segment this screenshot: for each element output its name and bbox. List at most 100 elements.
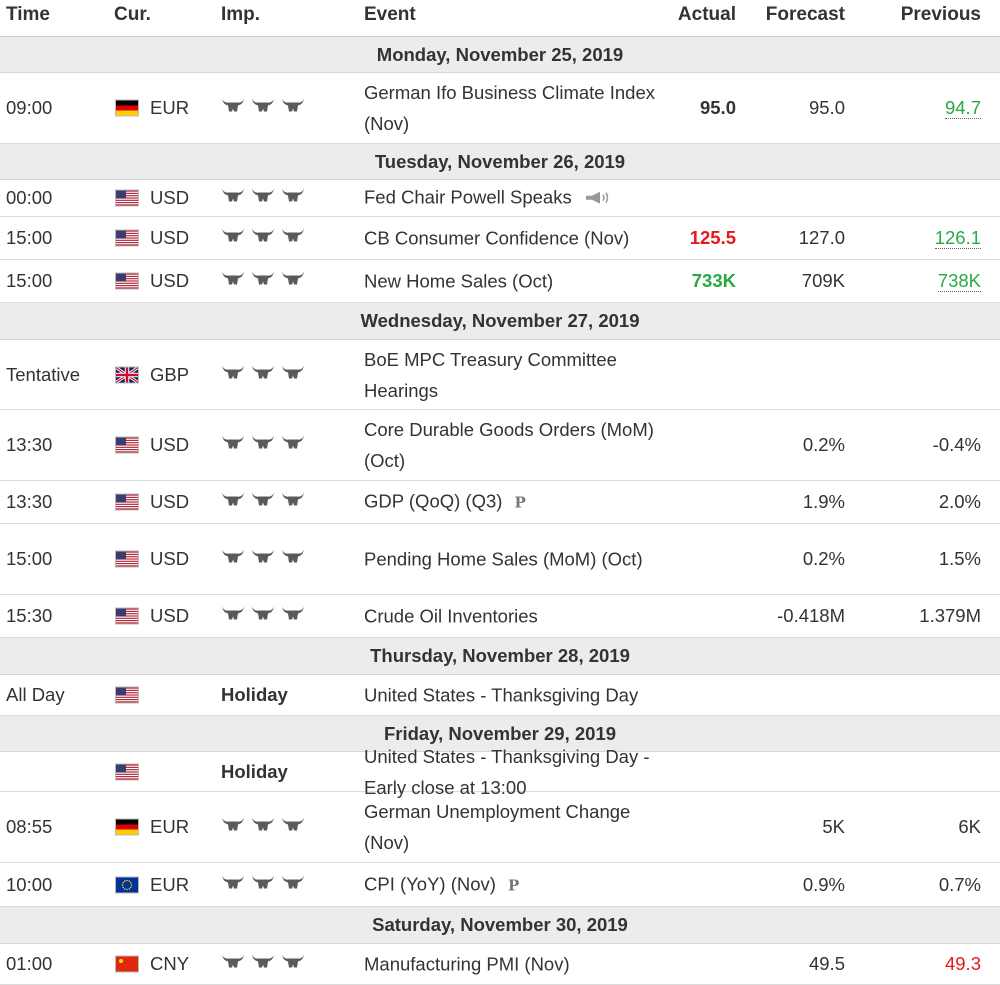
event-row[interactable]: 10:00 EUR CPI (YoY) (Nov) P 0.9% 0.7% xyxy=(0,863,1000,907)
event-cell: CPI (YoY) (Nov) P xyxy=(364,868,664,901)
bull-icon xyxy=(221,953,245,976)
event-currency: USD xyxy=(150,270,190,291)
bull-icon xyxy=(281,491,305,514)
event-row[interactable]: All Day Holiday United States - Thanksgivi… xyxy=(0,675,1000,716)
event-cell: Core Durable Goods Orders (MoM) (Oct) xyxy=(364,414,664,476)
importance-rating xyxy=(221,816,311,839)
event-link[interactable]: Fed Chair Powell Speaks xyxy=(364,186,572,208)
event-row[interactable]: 13:30 USD Core Durable Goods Orders (MoM) … xyxy=(0,410,1000,481)
event-row[interactable]: 15:00 USD CB Consumer Confidence (Nov) 125.… xyxy=(0,217,1000,260)
flag-us-icon xyxy=(115,763,139,780)
event-cell: German Ifo Business Climate Index (Nov) xyxy=(364,77,664,139)
event-link[interactable]: New Home Sales (Oct) xyxy=(364,270,554,292)
bull-icon xyxy=(281,548,305,571)
event-time: 13:30 xyxy=(6,491,53,512)
event-time: 15:00 xyxy=(6,227,53,248)
importance-rating xyxy=(221,491,311,514)
event-row[interactable]: 08:55 EUR German Unemployment Change (Nov)… xyxy=(0,792,1000,863)
bull-icon xyxy=(251,270,275,293)
previous-value-text: 49.3 xyxy=(944,953,981,974)
event-cell: German Unemployment Change (Nov) xyxy=(364,796,664,858)
event-link[interactable]: Crude Oil Inventories xyxy=(364,605,538,627)
bull-icon xyxy=(221,270,245,293)
event-cell: United States - Thanksgiving Day - Early… xyxy=(364,741,664,803)
holiday-label: Holiday xyxy=(221,760,288,782)
event-cell: Pending Home Sales (MoM) (Oct) xyxy=(364,544,664,575)
preliminary-icon: P xyxy=(507,876,520,894)
previous-value: 1.379M xyxy=(919,605,981,627)
previous-value: 738K xyxy=(937,270,981,292)
event-currency: USD xyxy=(150,187,190,208)
bull-icon xyxy=(251,548,275,571)
event-cell: GDP (QoQ) (Q3) P xyxy=(364,486,664,519)
bull-icon xyxy=(251,953,275,976)
bull-icon xyxy=(281,953,305,976)
event-time: 13:30 xyxy=(6,434,53,455)
preliminary-icon: P xyxy=(514,493,526,512)
event-link[interactable]: Core Durable Goods Orders (MoM) (Oct) xyxy=(364,419,654,471)
event-currency: USD xyxy=(150,434,190,455)
bull-icon xyxy=(251,816,275,839)
importance-rating xyxy=(221,873,311,896)
event-link[interactable]: United States - Thanksgiving Day xyxy=(364,684,639,706)
forecast-value: 0.9% xyxy=(802,873,845,895)
event-link[interactable]: CPI (YoY) (Nov) xyxy=(364,873,496,894)
header-event[interactable]: Event xyxy=(364,4,416,25)
event-link[interactable]: German Unemployment Change (Nov) xyxy=(364,801,631,853)
event-row[interactable]: Holiday United States - Thanksgiving Day … xyxy=(0,746,1000,798)
event-row[interactable]: 15:30 USD Crude Oil Inventories -0.418M 1.37… xyxy=(0,595,1000,638)
event-row[interactable]: 13:30 USD GDP (QoQ) (Q3) P 1.9% 2.0% xyxy=(0,481,1000,524)
header-importance[interactable]: Imp. xyxy=(221,4,261,25)
bull-icon xyxy=(221,816,245,839)
event-cell: Crude Oil Inventories xyxy=(364,601,664,632)
importance-rating xyxy=(221,953,311,976)
event-currency: EUR xyxy=(150,97,190,118)
event-row[interactable]: 01:00 CNY Manufacturing PMI (Nov) 49.5 49.3 xyxy=(0,944,1000,985)
holiday-label: Holiday xyxy=(221,684,288,705)
previous-value-text: 2.0% xyxy=(938,491,981,512)
flag-de-icon xyxy=(115,99,139,117)
flag-us-icon xyxy=(115,272,139,290)
event-row[interactable]: 00:00 USD Fed Chair Powell Speaks xyxy=(0,180,1000,217)
speaker-icon xyxy=(584,183,612,214)
event-link[interactable]: German Ifo Business Climate Index (Nov) xyxy=(364,82,655,134)
flag-gb-icon xyxy=(115,366,139,383)
previous-value-text: 0.7% xyxy=(938,873,981,895)
event-link[interactable]: Manufacturing PMI (Nov) xyxy=(364,953,570,975)
bull-icon xyxy=(281,434,305,457)
event-link[interactable]: CB Consumer Confidence (Nov) xyxy=(364,227,630,249)
flag-us-icon xyxy=(115,436,139,454)
previous-value-text: 6K xyxy=(958,816,981,837)
bull-icon xyxy=(281,605,305,628)
header-time[interactable]: Time xyxy=(6,4,51,25)
header-actual[interactable]: Actual xyxy=(677,4,736,25)
previous-value-text: 94.7 xyxy=(944,97,981,119)
event-link[interactable]: GDP (QoQ) (Q3) xyxy=(364,490,503,512)
event-row[interactable]: 09:00 EUR German Ifo Business Climate Inde… xyxy=(0,73,1000,144)
day-header-row: Tuesday, November 26, 2019 xyxy=(0,144,1000,180)
header-previous[interactable]: Previous xyxy=(900,4,981,25)
event-time: 15:00 xyxy=(6,270,53,291)
event-currency: USD xyxy=(150,605,190,626)
table-header: Time Cur. Imp. Event Actual Forecast Pre… xyxy=(0,0,1000,37)
day-label: Saturday, November 30, 2019 xyxy=(372,914,628,935)
event-currency: EUR xyxy=(150,873,190,895)
day-label: Friday, November 29, 2019 xyxy=(383,723,617,744)
day-header-row: Thursday, November 28, 2019 xyxy=(0,638,1000,675)
event-row[interactable]: 15:00 USD Pending Home Sales (MoM) (Oct) 0.… xyxy=(0,524,1000,595)
event-link[interactable]: Pending Home Sales (MoM) (Oct) xyxy=(364,548,643,570)
header-forecast[interactable]: Forecast xyxy=(765,4,845,25)
bull-icon xyxy=(281,97,305,120)
event-link[interactable]: United States - Thanksgiving Day - Early… xyxy=(364,745,650,798)
event-row[interactable]: Tentative GBP BoE MPC Treasury Committee H… xyxy=(0,340,1000,410)
event-link[interactable]: BoE MPC Treasury Committee Hearings xyxy=(364,348,617,401)
event-row[interactable]: 15:00 USD New Home Sales (Oct) 733K 709K 738K xyxy=(0,260,1000,303)
day-label: Monday, November 25, 2019 xyxy=(376,44,624,65)
bull-icon xyxy=(251,605,275,628)
forecast-value: -0.418M xyxy=(777,605,845,626)
bull-icon xyxy=(251,97,275,120)
bull-icon xyxy=(221,187,245,210)
event-time: 00:00 xyxy=(6,187,53,208)
header-currency[interactable]: Cur. xyxy=(114,4,151,25)
previous-value-text: 1.5% xyxy=(938,548,981,569)
